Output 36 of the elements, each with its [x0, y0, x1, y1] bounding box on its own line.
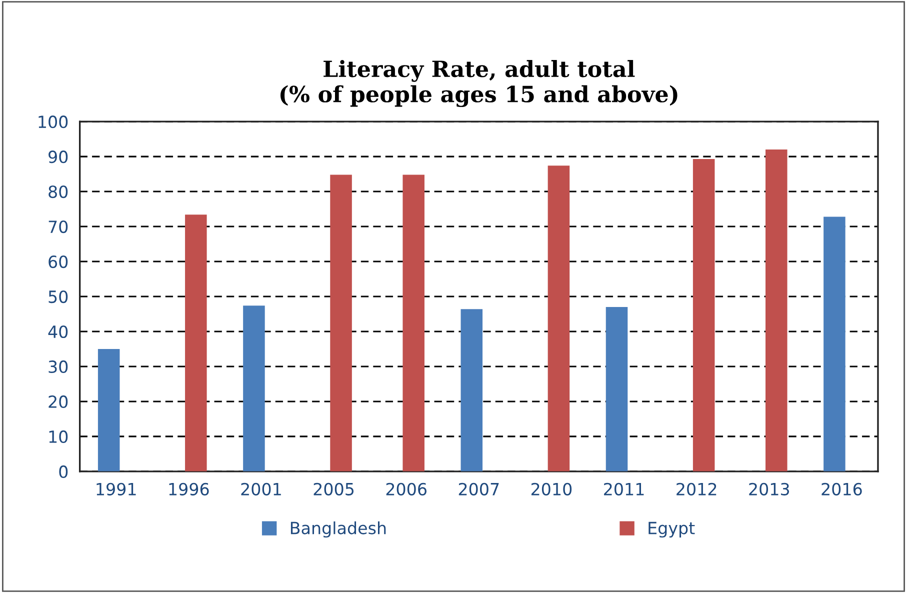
x-tick-label: 2011 — [604, 482, 644, 496]
y-tick-label: 30 — [48, 360, 68, 374]
bar — [460, 309, 483, 472]
bar — [692, 159, 715, 472]
y-tick-label: 60 — [48, 255, 68, 268]
y-tick-label: 80 — [48, 186, 68, 198]
y-tick-label: 50 — [48, 290, 68, 304]
x-tick-label: 1996 — [169, 482, 209, 496]
x-tick-label: 2001 — [241, 482, 281, 496]
y-tick-label: 100 — [38, 116, 68, 128]
x-tick-label: 1991 — [96, 482, 136, 496]
bar — [606, 306, 628, 472]
x-tick-label: 2006 — [386, 482, 426, 496]
bar — [766, 150, 788, 472]
x-tick-label: 2016 — [822, 482, 862, 496]
legend-label: Bangladesh — [290, 521, 386, 538]
y-tick-label: 90 — [48, 150, 68, 164]
legend-label: Egypt — [648, 522, 695, 538]
y-tick-label: 10 — [49, 430, 68, 444]
x-tick-label: 2007 — [458, 482, 499, 496]
bar — [98, 348, 120, 472]
bar — [330, 174, 352, 472]
bar — [185, 214, 207, 472]
x-tick-label: 2013 — [749, 482, 790, 496]
y-tick-label: 20 — [48, 395, 68, 408]
x-tick-label: 2012 — [676, 482, 716, 496]
y-tick-label: 0 — [59, 465, 68, 478]
x-tick-label: 2005 — [314, 482, 354, 496]
bar — [243, 306, 265, 472]
chart-title: Literacy Rate, adult total (% of people ages 15 and above) — [280, 60, 678, 108]
x-tick-label: 2010 — [531, 482, 572, 496]
bar — [402, 174, 424, 472]
bar — [824, 216, 846, 472]
bar — [548, 166, 570, 472]
y-tick-label: 70 — [48, 220, 68, 234]
y-tick-label: 40 — [48, 325, 68, 338]
